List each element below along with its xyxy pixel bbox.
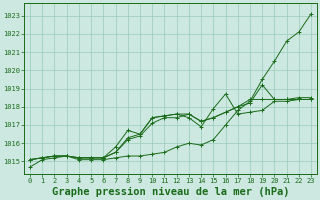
X-axis label: Graphe pression niveau de la mer (hPa): Graphe pression niveau de la mer (hPa) <box>52 187 289 197</box>
